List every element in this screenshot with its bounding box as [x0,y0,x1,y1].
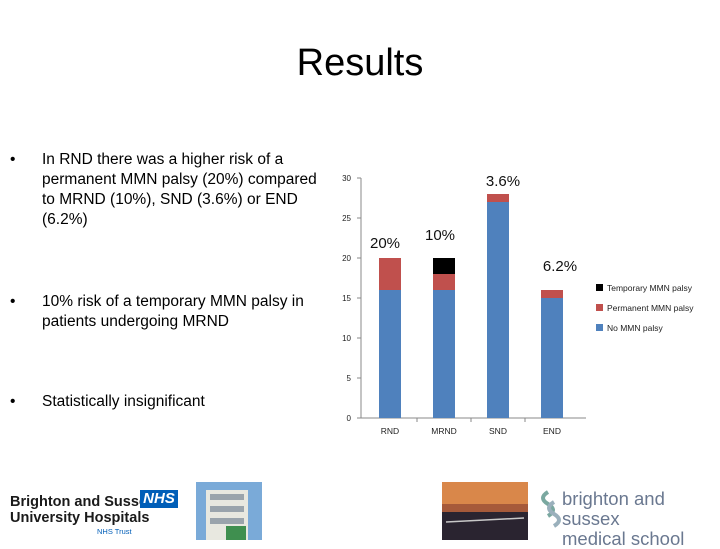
bullet-item: • Statistically insignificant [8,392,332,412]
bsuh-logo-text: Brighton and Sussex University Hospitals [10,494,156,526]
x-tick-label: MRND [431,426,457,436]
bullet-symbol: • [10,393,16,410]
legend-label: Temporary MMN palsy [607,283,693,293]
bar-annotation: 3.6% [486,173,520,190]
nhs-trust-label: NHS Trust [97,527,132,536]
legend-label: Permanent MMN palsy [607,303,694,313]
bar-permanent-mmn-palsy [433,274,455,290]
y-tick-label: 0 [347,414,352,423]
y-tick-label: 20 [342,254,351,263]
seafront-sunset-photo [442,482,528,540]
x-tick-label: SND [489,426,507,436]
bar-annotation: 10% [425,227,455,244]
bar-no-mmn-palsy [379,290,401,418]
y-tick-label: 10 [342,334,351,343]
bar-permanent-mmn-palsy [487,194,509,202]
stacked-bar-chart: 0 5 10 15 20 25 30 RND MRND SND END 20% 10% 3.6% 6.2% T… [342,173,694,436]
bullet-text: Statistically insignificant [42,393,205,410]
y-tick-label: 30 [342,174,351,183]
bullet-item: • 10% risk of a temporary MMN palsy in p… [8,292,332,332]
y-tick-label: 25 [342,214,351,223]
nhs-logo-badge: NHS [140,490,178,508]
bsms-logo-text: brighton and sussex medical school [562,488,685,549]
bullet-text: 10% risk of a temporary MMN palsy in pat… [42,293,304,330]
bar-annotation: 6.2% [543,258,577,275]
y-tick-label: 5 [347,374,352,383]
bar-no-mmn-palsy [541,298,563,418]
bar-temporary-mmn-palsy [433,258,455,274]
bullet-symbol: • [10,151,16,168]
legend-swatch [596,284,603,291]
bar-permanent-mmn-palsy [379,258,401,290]
legend-label: No MMN palsy [607,323,663,333]
legend-swatch [596,304,603,311]
bar-no-mmn-palsy [433,290,455,418]
legend-swatch [596,324,603,331]
slide-title: Results [296,42,424,84]
y-tick-label: 15 [342,294,351,303]
x-tick-label: END [543,426,561,436]
bar-annotation: 20% [370,235,400,252]
x-tick-label: RND [381,426,399,436]
bsms-swirl-icon [541,490,561,528]
bullet-text: In RND there was a higher risk of a perm… [42,151,317,228]
bullet-symbol: • [10,293,16,310]
bar-permanent-mmn-palsy [541,290,563,298]
bar-no-mmn-palsy [487,202,509,418]
bullet-item: • In RND there was a higher risk of a pe… [8,150,332,230]
hospital-building-photo [196,482,262,540]
footer-logos [196,482,561,540]
